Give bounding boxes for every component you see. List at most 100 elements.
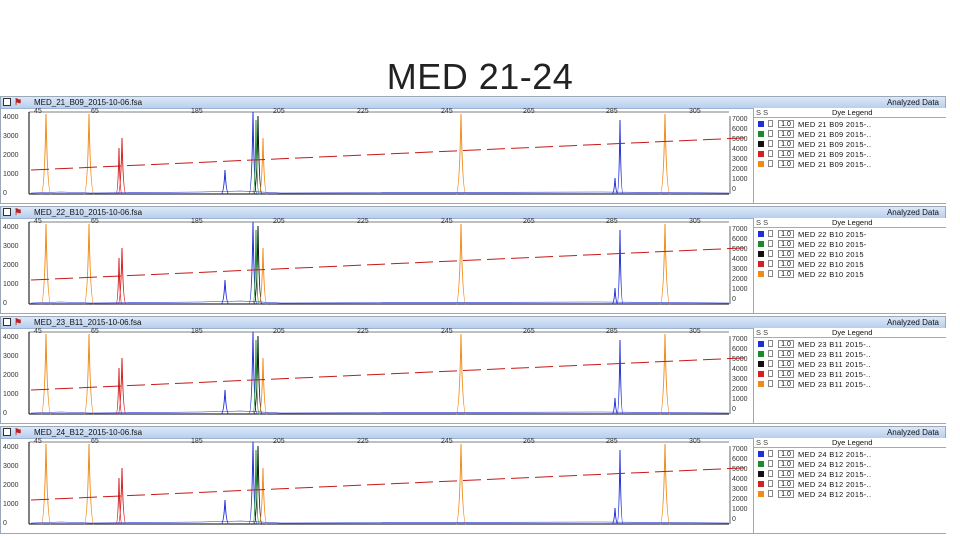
dye-scale-field[interactable]: 1.0 xyxy=(778,350,794,358)
dye-visibility-toggle[interactable] xyxy=(768,460,773,467)
right-scale-label: 4000 xyxy=(732,476,748,483)
flag-icon[interactable]: ⚑ xyxy=(14,97,23,107)
legend-row[interactable]: 1.0 MED 21 B09 2015-.. xyxy=(756,150,941,159)
dye-scale-field[interactable]: 1.0 xyxy=(778,450,794,458)
dye-visibility-toggle[interactable] xyxy=(768,370,773,377)
dye-visibility-toggle[interactable] xyxy=(768,150,773,157)
dye-visibility-toggle[interactable] xyxy=(768,340,773,347)
dye-scale-field[interactable]: 1.0 xyxy=(778,470,794,478)
panel-select-checkbox[interactable] xyxy=(3,208,11,216)
dye-visibility-toggle[interactable] xyxy=(768,490,773,497)
dye-scale-field[interactable]: 1.0 xyxy=(778,140,794,148)
legend-row[interactable]: 1.0 MED 22 B10 2015 xyxy=(756,250,941,259)
sizing-curve-segment xyxy=(654,140,674,143)
dye-visibility-toggle[interactable] xyxy=(768,260,773,267)
dye-visibility-toggle[interactable] xyxy=(768,270,773,277)
sizing-curve-segment xyxy=(486,258,506,260)
sizing-curve-segment xyxy=(534,146,554,148)
trace-plot[interactable]: 45 65 185 205 225 245 265 285 305 4000 3000 2000 100… xyxy=(1,218,751,315)
panel-select-checkbox[interactable] xyxy=(3,428,11,436)
sizing-curve-segment xyxy=(174,272,194,275)
flag-icon[interactable]: ⚑ xyxy=(14,317,23,327)
dye-scale-field[interactable]: 1.0 xyxy=(778,240,794,248)
dye-scale-field[interactable]: 1.0 xyxy=(778,380,794,388)
dye-visibility-toggle[interactable] xyxy=(768,470,773,477)
dye-scale-field[interactable]: 1.0 xyxy=(778,130,794,138)
dye-sample-name: MED 21 B09 2015-.. xyxy=(798,130,872,139)
dye-scale-field[interactable]: 1.0 xyxy=(778,120,794,128)
legend-ss-label: S S xyxy=(756,218,769,227)
legend-row[interactable]: 1.0 MED 22 B10 2015 xyxy=(756,270,941,279)
legend-row[interactable]: 1.0 MED 21 B09 2015-.. xyxy=(756,160,941,169)
y-tick-label: 4000 xyxy=(3,224,19,231)
dye-visibility-toggle[interactable] xyxy=(768,380,773,387)
legend-row[interactable]: 1.0 MED 21 B09 2015-.. xyxy=(756,130,941,139)
legend-row[interactable]: 1.0 MED 24 B12 2015-.. xyxy=(756,460,941,469)
flag-icon[interactable]: ⚑ xyxy=(14,207,23,217)
legend-row[interactable]: 1.0 MED 24 B12 2015-.. xyxy=(756,490,941,499)
dye-visibility-toggle[interactable] xyxy=(768,250,773,257)
dye-visibility-toggle[interactable] xyxy=(768,140,773,147)
panel-select-checkbox[interactable] xyxy=(3,98,11,106)
legend-row[interactable]: 1.0 MED 22 B10 2015- xyxy=(756,240,941,249)
sizing-curve-segment xyxy=(606,252,626,255)
panel-select-checkbox[interactable] xyxy=(3,318,11,326)
x-tick-label: 285 xyxy=(606,218,618,225)
x-tick-label: 225 xyxy=(357,108,369,115)
dye-scale-field[interactable]: 1.0 xyxy=(778,160,794,168)
dye-visibility-toggle[interactable] xyxy=(768,240,773,247)
trace-plot[interactable]: 45 65 185 205 225 245 265 285 305 4000 3000 2000 100… xyxy=(1,328,751,425)
legend-row[interactable]: 1.0 MED 24 B12 2015-.. xyxy=(756,470,941,479)
dye-scale-field[interactable]: 1.0 xyxy=(778,360,794,368)
dye-visibility-toggle[interactable] xyxy=(768,450,773,457)
legend-row[interactable]: 1.0 MED 23 B11 2015-.. xyxy=(756,360,941,369)
dye-scale-field[interactable]: 1.0 xyxy=(778,150,794,158)
dye-sample-name: MED 21 B09 2015-.. xyxy=(798,120,872,129)
dye-scale-field[interactable]: 1.0 xyxy=(778,270,794,278)
sizing-curve-segment xyxy=(174,382,194,385)
dye-scale-field[interactable]: 1.0 xyxy=(778,230,794,238)
trace-plot[interactable]: 45 65 185 205 225 245 265 285 305 4000 3000 2000 100… xyxy=(1,438,751,535)
trace-plot[interactable]: 45 65 185 205 225 245 265 285 305 4000 3000 2000 100… xyxy=(1,108,751,205)
dye-scale-field[interactable]: 1.0 xyxy=(778,460,794,468)
sizing-curve-segment xyxy=(342,154,362,157)
dye-color-swatch xyxy=(758,491,764,497)
legend-row[interactable]: 1.0 MED 23 B11 2015-.. xyxy=(756,350,941,359)
legend-row[interactable]: 1.0 MED 21 B09 2015-.. xyxy=(756,120,941,129)
sizing-curve-segment xyxy=(558,144,578,147)
y-tick-label: 1000 xyxy=(3,501,19,508)
flag-icon[interactable]: ⚑ xyxy=(14,427,23,437)
y-tick-label: 0 xyxy=(3,190,7,197)
legend-row[interactable]: 1.0 MED 22 B10 2015- xyxy=(756,230,941,239)
y-tick-label: 1000 xyxy=(3,171,19,178)
dye-visibility-toggle[interactable] xyxy=(768,480,773,487)
legend-row[interactable]: 1.0 MED 24 B12 2015-.. xyxy=(756,450,941,459)
sizing-curve-segment xyxy=(198,491,218,493)
dye-visibility-toggle[interactable] xyxy=(768,350,773,357)
size-standard-peak xyxy=(83,223,95,305)
legend-row[interactable]: 1.0 MED 24 B12 2015-.. xyxy=(756,480,941,489)
sizing-curve-segment xyxy=(174,162,194,165)
dye-visibility-toggle[interactable] xyxy=(768,130,773,137)
allele-peak xyxy=(252,229,260,305)
dye-scale-field[interactable]: 1.0 xyxy=(778,480,794,488)
legend-row[interactable]: 1.0 MED 23 B11 2015-.. xyxy=(756,370,941,379)
dye-scale-field[interactable]: 1.0 xyxy=(778,370,794,378)
legend-row[interactable]: 1.0 MED 22 B10 2015 xyxy=(756,260,941,269)
dye-visibility-toggle[interactable] xyxy=(768,230,773,237)
dye-scale-field[interactable]: 1.0 xyxy=(778,260,794,268)
dye-sample-name: MED 23 B11 2015-.. xyxy=(798,360,871,369)
sizing-curve-segment xyxy=(270,487,290,490)
dye-visibility-toggle[interactable] xyxy=(768,120,773,127)
dye-visibility-toggle[interactable] xyxy=(768,360,773,367)
sizing-curve-segment xyxy=(606,472,626,475)
dye-scale-field[interactable]: 1.0 xyxy=(778,490,794,498)
legend-row[interactable]: 1.0 MED 23 B11 2015-.. xyxy=(756,340,941,349)
dye-visibility-toggle[interactable] xyxy=(768,160,773,167)
dye-legend: S S Dye Legend 1.0 MED 24 B12 2015-.. 1.0 MED… xyxy=(753,438,946,533)
legend-row[interactable]: 1.0 MED 21 B09 2015-.. xyxy=(756,140,941,149)
dye-scale-field[interactable]: 1.0 xyxy=(778,250,794,258)
legend-row[interactable]: 1.0 MED 23 B11 2015-.. xyxy=(756,380,941,389)
dye-scale-field[interactable]: 1.0 xyxy=(778,340,794,348)
sample-file-name: MED_23_B11_2015-10-06.fsa xyxy=(34,318,142,327)
